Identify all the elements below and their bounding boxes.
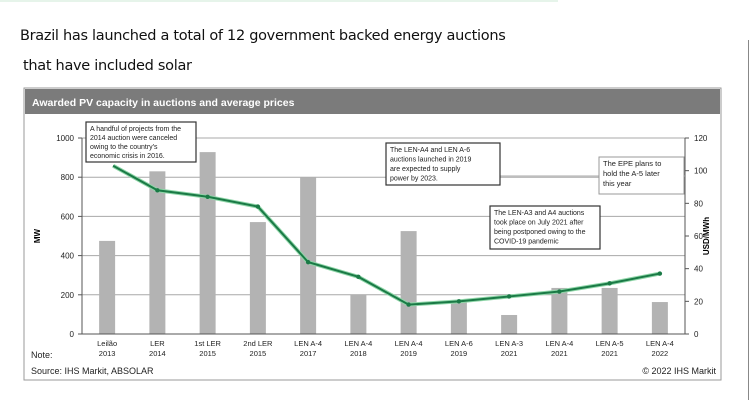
- annotation-box: The LEN-A3 and A4 auctions took place on …: [489, 205, 601, 250]
- x-tick-label: LEN A-6: [445, 339, 473, 348]
- annotation-text: The LEN-A4 and LEN A-6: [390, 147, 470, 154]
- annotation-text: COVID-19 pandemic: [494, 239, 559, 246]
- x-tick-label: Leilão: [97, 339, 117, 348]
- x-tick-label: LEN A-4: [545, 339, 573, 348]
- copyright-label: © 2022 IHS Markit: [642, 366, 716, 376]
- bar: [651, 302, 668, 334]
- bar: [551, 287, 568, 334]
- edge-divider: [748, 40, 749, 400]
- annotation-text: The LEN-A3 and A4 auctions: [494, 210, 585, 217]
- x-tick-label: LEN A-5: [596, 339, 624, 348]
- source-label: Source: IHS Markit, ABSOLAR: [31, 366, 154, 376]
- price-point: [406, 302, 411, 307]
- annotation-text: owing to the country's: [90, 144, 158, 151]
- bar: [99, 240, 116, 334]
- y-axis-label: MW: [33, 228, 42, 243]
- price-point: [456, 299, 462, 304]
- bar: [149, 171, 166, 334]
- annotation-frame: [598, 156, 685, 195]
- y-tick-label: 1000: [56, 134, 74, 143]
- y-tick-label: 200: [61, 291, 75, 300]
- x-tick-label-year: 2015: [199, 349, 216, 358]
- y-right-tick-label: 20: [694, 297, 703, 306]
- bar: [501, 314, 518, 334]
- price-point: [155, 188, 160, 193]
- x-tick-label-year: 2022: [652, 349, 669, 358]
- headline-line-1: Brazil has launched a total of 12 govern…: [20, 28, 506, 44]
- annotation-text: power by 2023.: [390, 176, 438, 183]
- chart-title: Awarded PV capacity in auctions and aver…: [32, 97, 295, 109]
- price-line: [112, 164, 661, 306]
- annotation-text: The EPE plans to: [603, 159, 661, 168]
- bar: [400, 231, 417, 334]
- headline-line-2: that have included solar: [23, 58, 192, 74]
- x-tick-label-year: 2019: [400, 349, 417, 358]
- price-point: [657, 271, 663, 276]
- x-tick-label-year: 2019: [451, 349, 468, 358]
- y-right-tick-label: 120: [694, 134, 708, 143]
- y-right-tick-label: 0: [694, 330, 699, 339]
- x-tick-label: 2nd LER: [243, 339, 273, 348]
- x-tick-label: 1st LER: [194, 339, 221, 348]
- bar: [450, 300, 467, 334]
- price-point: [506, 294, 512, 299]
- note-label: Note:: [31, 350, 53, 360]
- x-tick-label-year: 2013: [99, 349, 116, 358]
- y-right-tick-label: 60: [694, 232, 703, 241]
- bar: [199, 152, 216, 334]
- top-divider: [0, 0, 558, 2]
- annotation-text: are expected to supply: [390, 166, 461, 173]
- x-tick-label: LEN A-4: [646, 339, 674, 348]
- y-right-tick-label: 100: [694, 167, 708, 176]
- x-tick-label: LEN A-3: [495, 339, 523, 348]
- annotation-text: took place on July 2021 after: [494, 220, 584, 227]
- y-tick-label: 800: [61, 173, 75, 182]
- x-tick-label-year: 2014: [149, 349, 166, 358]
- annotation-text: being postponed owing to the: [494, 229, 586, 236]
- annotation-text: auctions launched in 2019: [390, 157, 471, 164]
- price-point: [305, 259, 311, 265]
- x-tick-label-year: 2015: [250, 349, 267, 358]
- x-tick-label-year: 2021: [501, 349, 518, 358]
- annotation-text: hold the A-5 later: [603, 169, 660, 178]
- chart-title-bar: [25, 89, 720, 114]
- annotation-text: economic crisis in 2016.: [90, 153, 165, 160]
- bar: [300, 177, 317, 334]
- bar: [601, 287, 618, 334]
- x-tick-label-year: 2021: [551, 349, 568, 358]
- price-point: [356, 274, 361, 280]
- price-point: [607, 281, 612, 286]
- y-tick-label: 0: [70, 330, 75, 339]
- y-tick-label: 400: [61, 252, 75, 261]
- y-right-axis-label: USD/MWh: [702, 217, 711, 255]
- price-point: [557, 289, 562, 294]
- annotation-text: 2014 auction were canceled: [90, 135, 177, 142]
- x-tick-label-year: 2021: [601, 349, 618, 358]
- annotation-text: A handful of projects from the: [90, 126, 181, 133]
- bar: [249, 222, 266, 334]
- bar: [350, 294, 367, 334]
- y-right-tick-label: 80: [694, 199, 703, 208]
- x-tick-label: LER: [150, 339, 165, 348]
- x-tick-label-year: 2018: [350, 349, 367, 358]
- price-point: [205, 194, 210, 199]
- annotation-frame: [85, 121, 197, 163]
- annotation-box: A handful of projects from the 2014 aucti…: [85, 121, 197, 163]
- y-tick-label: 600: [61, 212, 75, 221]
- x-tick-label: LEN A-4: [395, 339, 423, 348]
- x-tick-label-year: 2017: [300, 349, 317, 358]
- annotation-box: The LEN-A4 and LEN A-6 auctions launched …: [385, 142, 501, 186]
- annotation-text: this year: [603, 179, 632, 188]
- x-tick-label: LEN A-4: [344, 339, 372, 348]
- price-point: [255, 204, 261, 209]
- annotation-frame: [385, 142, 501, 186]
- annotation-frame: [489, 205, 601, 250]
- y-right-tick-label: 40: [694, 265, 703, 274]
- x-tick-label: LEN A-4: [294, 339, 322, 348]
